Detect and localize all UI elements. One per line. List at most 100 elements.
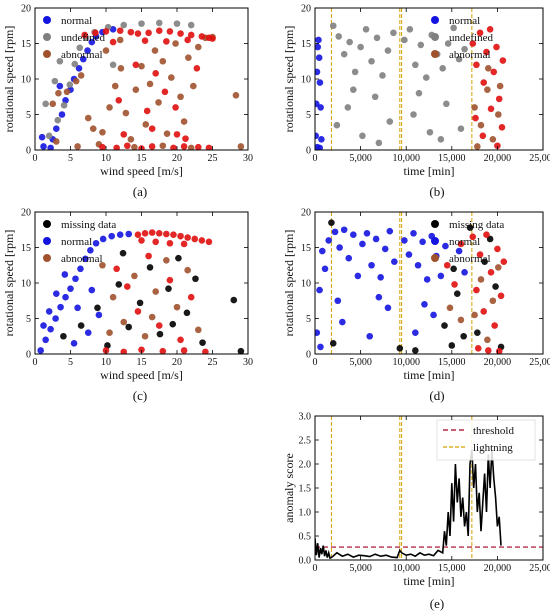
point-abnormal [53, 138, 60, 145]
point-abnormal [471, 311, 478, 319]
point-abnormal [477, 276, 485, 283]
y-tick-label: 20 [301, 208, 311, 219]
point-abnormal [495, 347, 503, 354]
point-abnormal [185, 54, 192, 61]
point-normal [315, 43, 322, 51]
point-abnormal [141, 230, 149, 237]
point-abnormal [193, 65, 201, 72]
point-abnormal [473, 286, 480, 294]
point-abnormal [480, 308, 488, 315]
x-tick-label: 30 [243, 357, 253, 368]
point-undefined [371, 93, 379, 101]
point-abnormal [106, 104, 113, 111]
point-normal [316, 144, 324, 150]
point-undefined [346, 38, 353, 46]
x-tick-label: 25,000 [529, 563, 550, 574]
point-missing-data [448, 342, 456, 349]
point-undefined [42, 100, 49, 108]
point-normal [423, 276, 431, 283]
point-abnormal [484, 336, 491, 344]
y-tick-label: 5 [26, 314, 31, 325]
point-abnormal [491, 322, 498, 329]
point-abnormal [84, 114, 92, 122]
point-abnormal [148, 229, 156, 236]
x-tick-label: 20,000 [484, 563, 512, 574]
point-missing-data [466, 224, 474, 231]
legend-marker [431, 237, 439, 245]
point-undefined [375, 139, 383, 147]
point-abnormal [146, 80, 154, 88]
x-tick-label: 20 [172, 357, 182, 368]
point-abnormal [495, 111, 502, 118]
point-undefined [109, 61, 117, 69]
y-tick-label: 10 [21, 279, 31, 290]
point-normal [317, 343, 324, 351]
legend-marker [431, 50, 439, 58]
point-abnormal [187, 31, 195, 39]
point-abnormal [134, 308, 142, 315]
point-undefined [329, 22, 337, 30]
y-tick-label: 20 [21, 208, 31, 219]
point-abnormal [161, 88, 169, 96]
point-abnormal [191, 235, 199, 243]
point-abnormal [120, 348, 128, 354]
point-undefined [384, 47, 392, 54]
point-normal [350, 231, 357, 239]
point-undefined [45, 132, 53, 140]
point-missing-data [77, 322, 85, 329]
point-abnormal [471, 104, 478, 111]
point-abnormal [143, 107, 151, 115]
x-tick-label: 15,000 [438, 563, 466, 574]
point-abnormal [152, 238, 159, 246]
legend-marker [43, 16, 51, 24]
point-undefined [333, 121, 341, 129]
point-missing-data [474, 329, 481, 337]
panel-d-axes: missing data normal abnormal 0 5,000 10,000 15… [282, 208, 550, 383]
x-tick-label: 15 [137, 357, 147, 368]
point-normal [331, 228, 339, 236]
point-undefined [66, 81, 74, 88]
legend-marker [43, 237, 51, 245]
point-abnormal [106, 329, 113, 337]
y-tick-label: 15 [301, 39, 311, 50]
point-abnormal [116, 36, 124, 44]
point-abnormal [163, 130, 171, 137]
x-tick-label: 15,000 [438, 357, 466, 368]
point-undefined [359, 132, 366, 140]
point-normal [108, 232, 115, 240]
point-normal [70, 340, 78, 347]
point-abnormal [500, 258, 508, 266]
point-abnormal [127, 136, 135, 143]
point-abnormal [152, 288, 159, 295]
x-axis-label: time [min] [404, 574, 455, 588]
panel-e-label: (e) [430, 596, 444, 611]
point-abnormal [184, 234, 191, 241]
y-tick-label: 10 [21, 75, 31, 86]
point-abnormal [109, 38, 117, 46]
x-tick-label: 5,000 [349, 153, 372, 164]
point-abnormal [487, 105, 495, 113]
point-abnormal [476, 251, 484, 258]
point-abnormal [486, 26, 494, 33]
panel-e: threshold lightning 0 5,000 10,000 15,000 20,0… [282, 412, 550, 612]
point-abnormal [484, 86, 491, 93]
point-abnormal [168, 74, 175, 81]
point-undefined [406, 26, 414, 33]
legend-label: missing data [61, 219, 116, 231]
legend-label: normal [61, 15, 92, 27]
point-missing-data [175, 254, 182, 262]
point-normal [40, 322, 47, 329]
point-abnormal [131, 143, 138, 150]
point-abnormal [81, 31, 88, 39]
x-tick-label: 0 [313, 153, 318, 164]
point-abnormal [111, 82, 119, 90]
point-normal [315, 54, 323, 61]
point-abnormal [127, 28, 135, 36]
y-tick-label: 10 [301, 75, 311, 86]
x-axis-label: wind speed [m/s] [100, 164, 183, 178]
point-normal [75, 65, 83, 72]
x-tick-label: 5 [68, 357, 73, 368]
point-normal [92, 239, 100, 247]
x-tick-label: 15 [137, 153, 147, 164]
